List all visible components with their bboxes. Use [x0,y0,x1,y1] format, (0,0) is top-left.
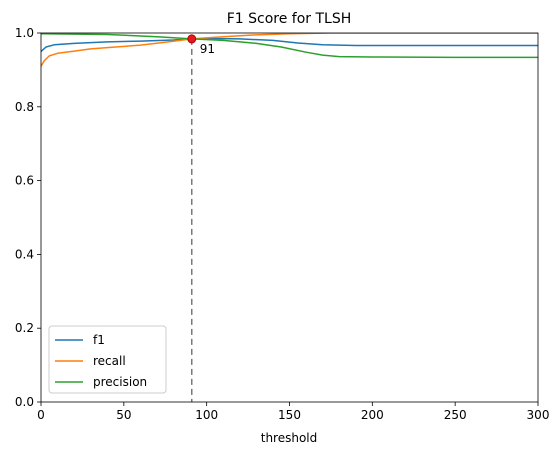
y-tick-label: 0.8 [15,100,34,114]
x-tick-label: 100 [195,408,218,422]
plot-area: 0 50 100 150 200 250 300 0.0 0.2 0.4 0.6 0.8 1.0 91 [15,26,550,422]
y-tick-label: 0.0 [15,395,34,409]
chart-title: F1 Score for TLSH [227,11,352,27]
series-line-precision [41,33,538,59]
y-tick-label: 0.2 [15,321,34,335]
legend-box [48,325,167,394]
y-tick-label: 1.0 [15,26,34,40]
legend-label-f1: f1 [93,333,105,347]
x-tick-label: 150 [278,408,301,422]
x-tick-label: 250 [444,408,467,422]
x-tick-label: 50 [116,408,131,422]
legend: f1 recall precision [48,325,167,394]
y-tick-label: 0.4 [15,247,34,261]
threshold-annotation: 91 [200,42,215,56]
series-line-f1 [41,37,538,53]
x-axis-label: threshold [261,431,318,445]
series-line-recall [41,33,538,67]
y-tick-label: 0.6 [15,174,34,188]
legend-label-precision: precision [93,375,147,389]
legend-label-recall: recall [93,354,126,368]
axes-frame [40,32,539,403]
x-tick-label: 200 [361,408,384,422]
threshold-marker [187,34,197,44]
series-group [41,33,538,67]
x-tick-label: 0 [37,408,45,422]
x-tick-label: 300 [527,408,550,422]
